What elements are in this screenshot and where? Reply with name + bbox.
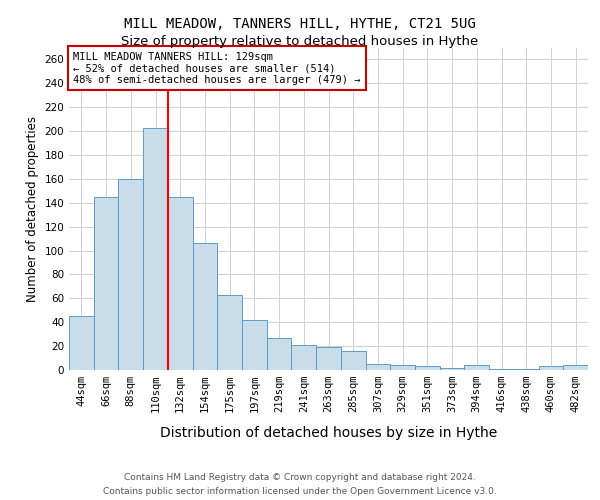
Bar bbox=[440, 368, 464, 370]
Bar bbox=[217, 294, 242, 370]
Bar bbox=[563, 365, 588, 370]
Bar bbox=[168, 197, 193, 370]
Bar bbox=[193, 244, 217, 370]
Bar bbox=[242, 320, 267, 370]
Bar bbox=[143, 128, 168, 370]
Text: Contains public sector information licensed under the Open Government Licence v3: Contains public sector information licen… bbox=[103, 488, 497, 496]
Text: Size of property relative to detached houses in Hythe: Size of property relative to detached ho… bbox=[121, 35, 479, 48]
Bar bbox=[489, 369, 514, 370]
Bar bbox=[292, 345, 316, 370]
Text: MILL MEADOW TANNERS HILL: 129sqm
← 52% of detached houses are smaller (514)
48% : MILL MEADOW TANNERS HILL: 129sqm ← 52% o… bbox=[73, 52, 361, 85]
Text: MILL MEADOW, TANNERS HILL, HYTHE, CT21 5UG: MILL MEADOW, TANNERS HILL, HYTHE, CT21 5… bbox=[124, 18, 476, 32]
Bar bbox=[94, 197, 118, 370]
Bar bbox=[341, 351, 365, 370]
Bar bbox=[69, 316, 94, 370]
Bar bbox=[390, 365, 415, 370]
Bar bbox=[267, 338, 292, 370]
X-axis label: Distribution of detached houses by size in Hythe: Distribution of detached houses by size … bbox=[160, 426, 497, 440]
Bar bbox=[539, 366, 563, 370]
Bar bbox=[464, 365, 489, 370]
Bar bbox=[118, 179, 143, 370]
Bar bbox=[415, 366, 440, 370]
Bar bbox=[514, 369, 539, 370]
Bar bbox=[365, 364, 390, 370]
Text: Contains HM Land Registry data © Crown copyright and database right 2024.: Contains HM Land Registry data © Crown c… bbox=[124, 472, 476, 482]
Y-axis label: Number of detached properties: Number of detached properties bbox=[26, 116, 39, 302]
Bar bbox=[316, 348, 341, 370]
